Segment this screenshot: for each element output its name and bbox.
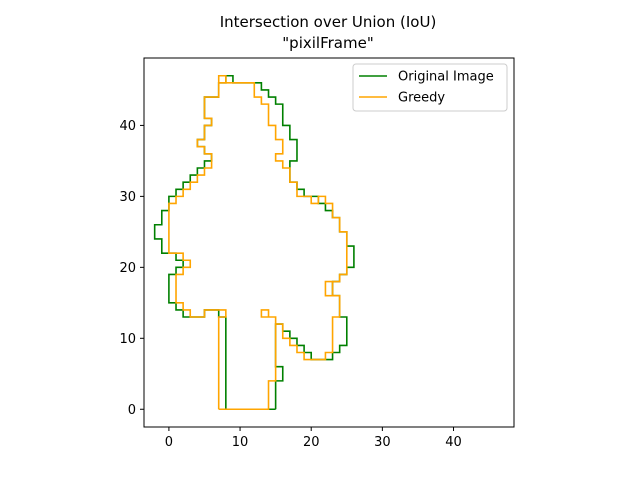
plot-series [153, 74, 355, 411]
x-tick-label: 0 [165, 435, 173, 450]
legend-label-original-image: Original Image [398, 70, 494, 85]
legend-box [352, 63, 508, 112]
legend: Original Image Greedy [352, 63, 508, 112]
x-tick-label: 30 [374, 435, 391, 450]
axes-frame [143, 57, 515, 428]
y-tick-label: 30 [119, 190, 136, 205]
x-axis: 0 10 20 30 40 [165, 427, 462, 450]
series-line-greedy [168, 74, 348, 411]
y-tick-label: 20 [119, 261, 136, 276]
y-axis: 0 10 20 30 40 [119, 119, 144, 418]
x-tick-label: 20 [303, 435, 320, 450]
chart-subtitle: "pixilFrame" [282, 34, 373, 52]
x-tick-label: 10 [232, 435, 249, 450]
series-line-original-image [153, 74, 355, 411]
chart-title: Intersection over Union (IoU) [220, 13, 437, 31]
y-tick-label: 40 [119, 119, 136, 134]
legend-label-greedy: Greedy [398, 91, 445, 106]
y-tick-label: 10 [119, 332, 136, 347]
y-tick-label: 0 [128, 403, 136, 418]
x-tick-label: 40 [445, 435, 462, 450]
